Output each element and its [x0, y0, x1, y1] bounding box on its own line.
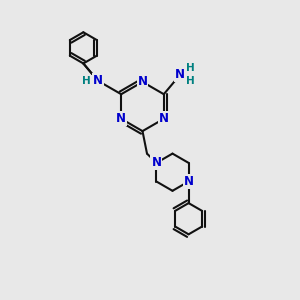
- Text: N: N: [137, 75, 148, 88]
- Text: N: N: [93, 74, 103, 87]
- Text: N: N: [116, 112, 126, 125]
- Text: H: H: [186, 76, 195, 86]
- Text: N: N: [175, 68, 185, 81]
- Text: H: H: [82, 76, 91, 86]
- Text: H: H: [186, 63, 195, 73]
- Text: N: N: [152, 156, 161, 170]
- Text: N: N: [184, 175, 194, 188]
- Text: N: N: [159, 112, 169, 125]
